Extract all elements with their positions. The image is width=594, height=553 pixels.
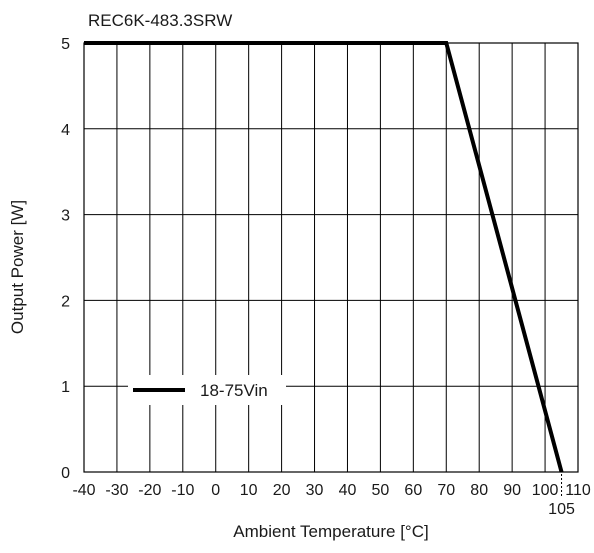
x-tick-label: 30 [306,482,324,499]
x-tick-label: 100 [532,482,559,499]
series-line [84,43,562,472]
legend-label: 18-75Vin [200,381,268,400]
chart-title: REC6K-483.3SRW [88,11,232,30]
y-axis-label: Output Power [W] [8,200,27,334]
y-tick-label: 2 [61,293,70,310]
legend: 18-75Vin [128,375,286,405]
extra-x-tick-label: 105 [548,501,575,518]
y-tick-label: 0 [61,465,70,482]
y-tick-label: 1 [61,379,70,396]
x-tick-label: 20 [273,482,291,499]
x-tick-label: 40 [339,482,357,499]
x-tick-label: -20 [138,482,161,499]
y-tick-label: 5 [61,36,70,53]
x-tick-label: -30 [105,482,128,499]
x-tick-label: 50 [372,482,390,499]
x-tick-label: 70 [437,482,455,499]
x-axis-label: Ambient Temperature [°C] [233,522,428,541]
x-tick-label: 10 [240,482,258,499]
series-layer [84,43,562,472]
x-tick-label: 0 [211,482,220,499]
x-tick-label: -40 [72,482,95,499]
x-tick-label: 60 [404,482,422,499]
x-tick-label: -10 [171,482,194,499]
x-tick-label: 80 [470,482,488,499]
x-tick-label: 90 [503,482,521,499]
x-tick-label: 110 [565,482,591,499]
y-tick-label: 3 [61,208,70,225]
y-tick-label: 4 [61,122,70,139]
